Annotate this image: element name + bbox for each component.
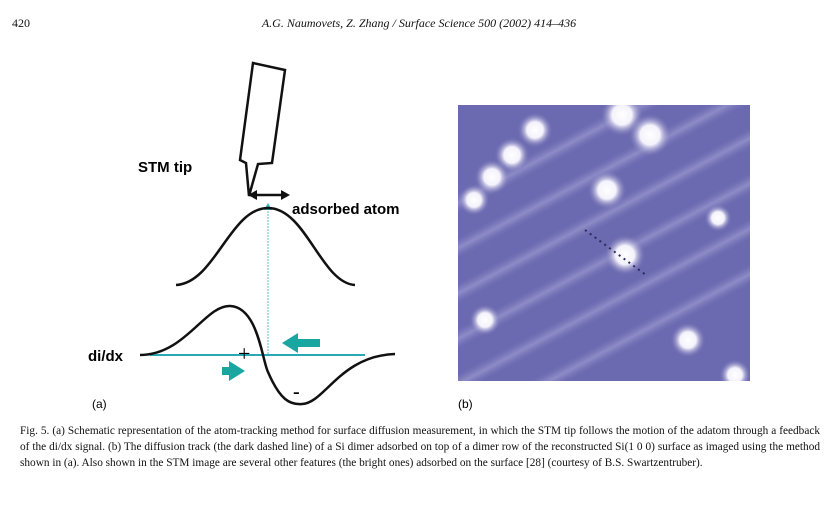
schematic: STM tip adsorbed atom di/dx + - (a) <box>88 63 400 411</box>
signal-label: di/dx <box>88 348 124 365</box>
page: 420 A.G. Naumovets, Z. Zhang / Surface S… <box>0 0 838 508</box>
plus-sign: + <box>238 341 250 366</box>
feedback-arrow <box>282 333 320 353</box>
atom-label: adsorbed atom <box>292 201 400 218</box>
tip-label: STM tip <box>138 159 192 176</box>
stm-tip <box>240 63 285 196</box>
panel-label: (a) <box>92 397 107 411</box>
caption: Fig. 5. (a) Schematic representation of … <box>20 423 820 471</box>
figure: STM tip adsorbed atom di/dx + - (a) (b) <box>0 0 838 420</box>
panel-label: (b) <box>458 397 473 411</box>
arrow-head <box>281 190 290 200</box>
signal-curve <box>176 208 355 285</box>
stm-image <box>353 32 838 420</box>
minus-sign: - <box>293 381 300 403</box>
